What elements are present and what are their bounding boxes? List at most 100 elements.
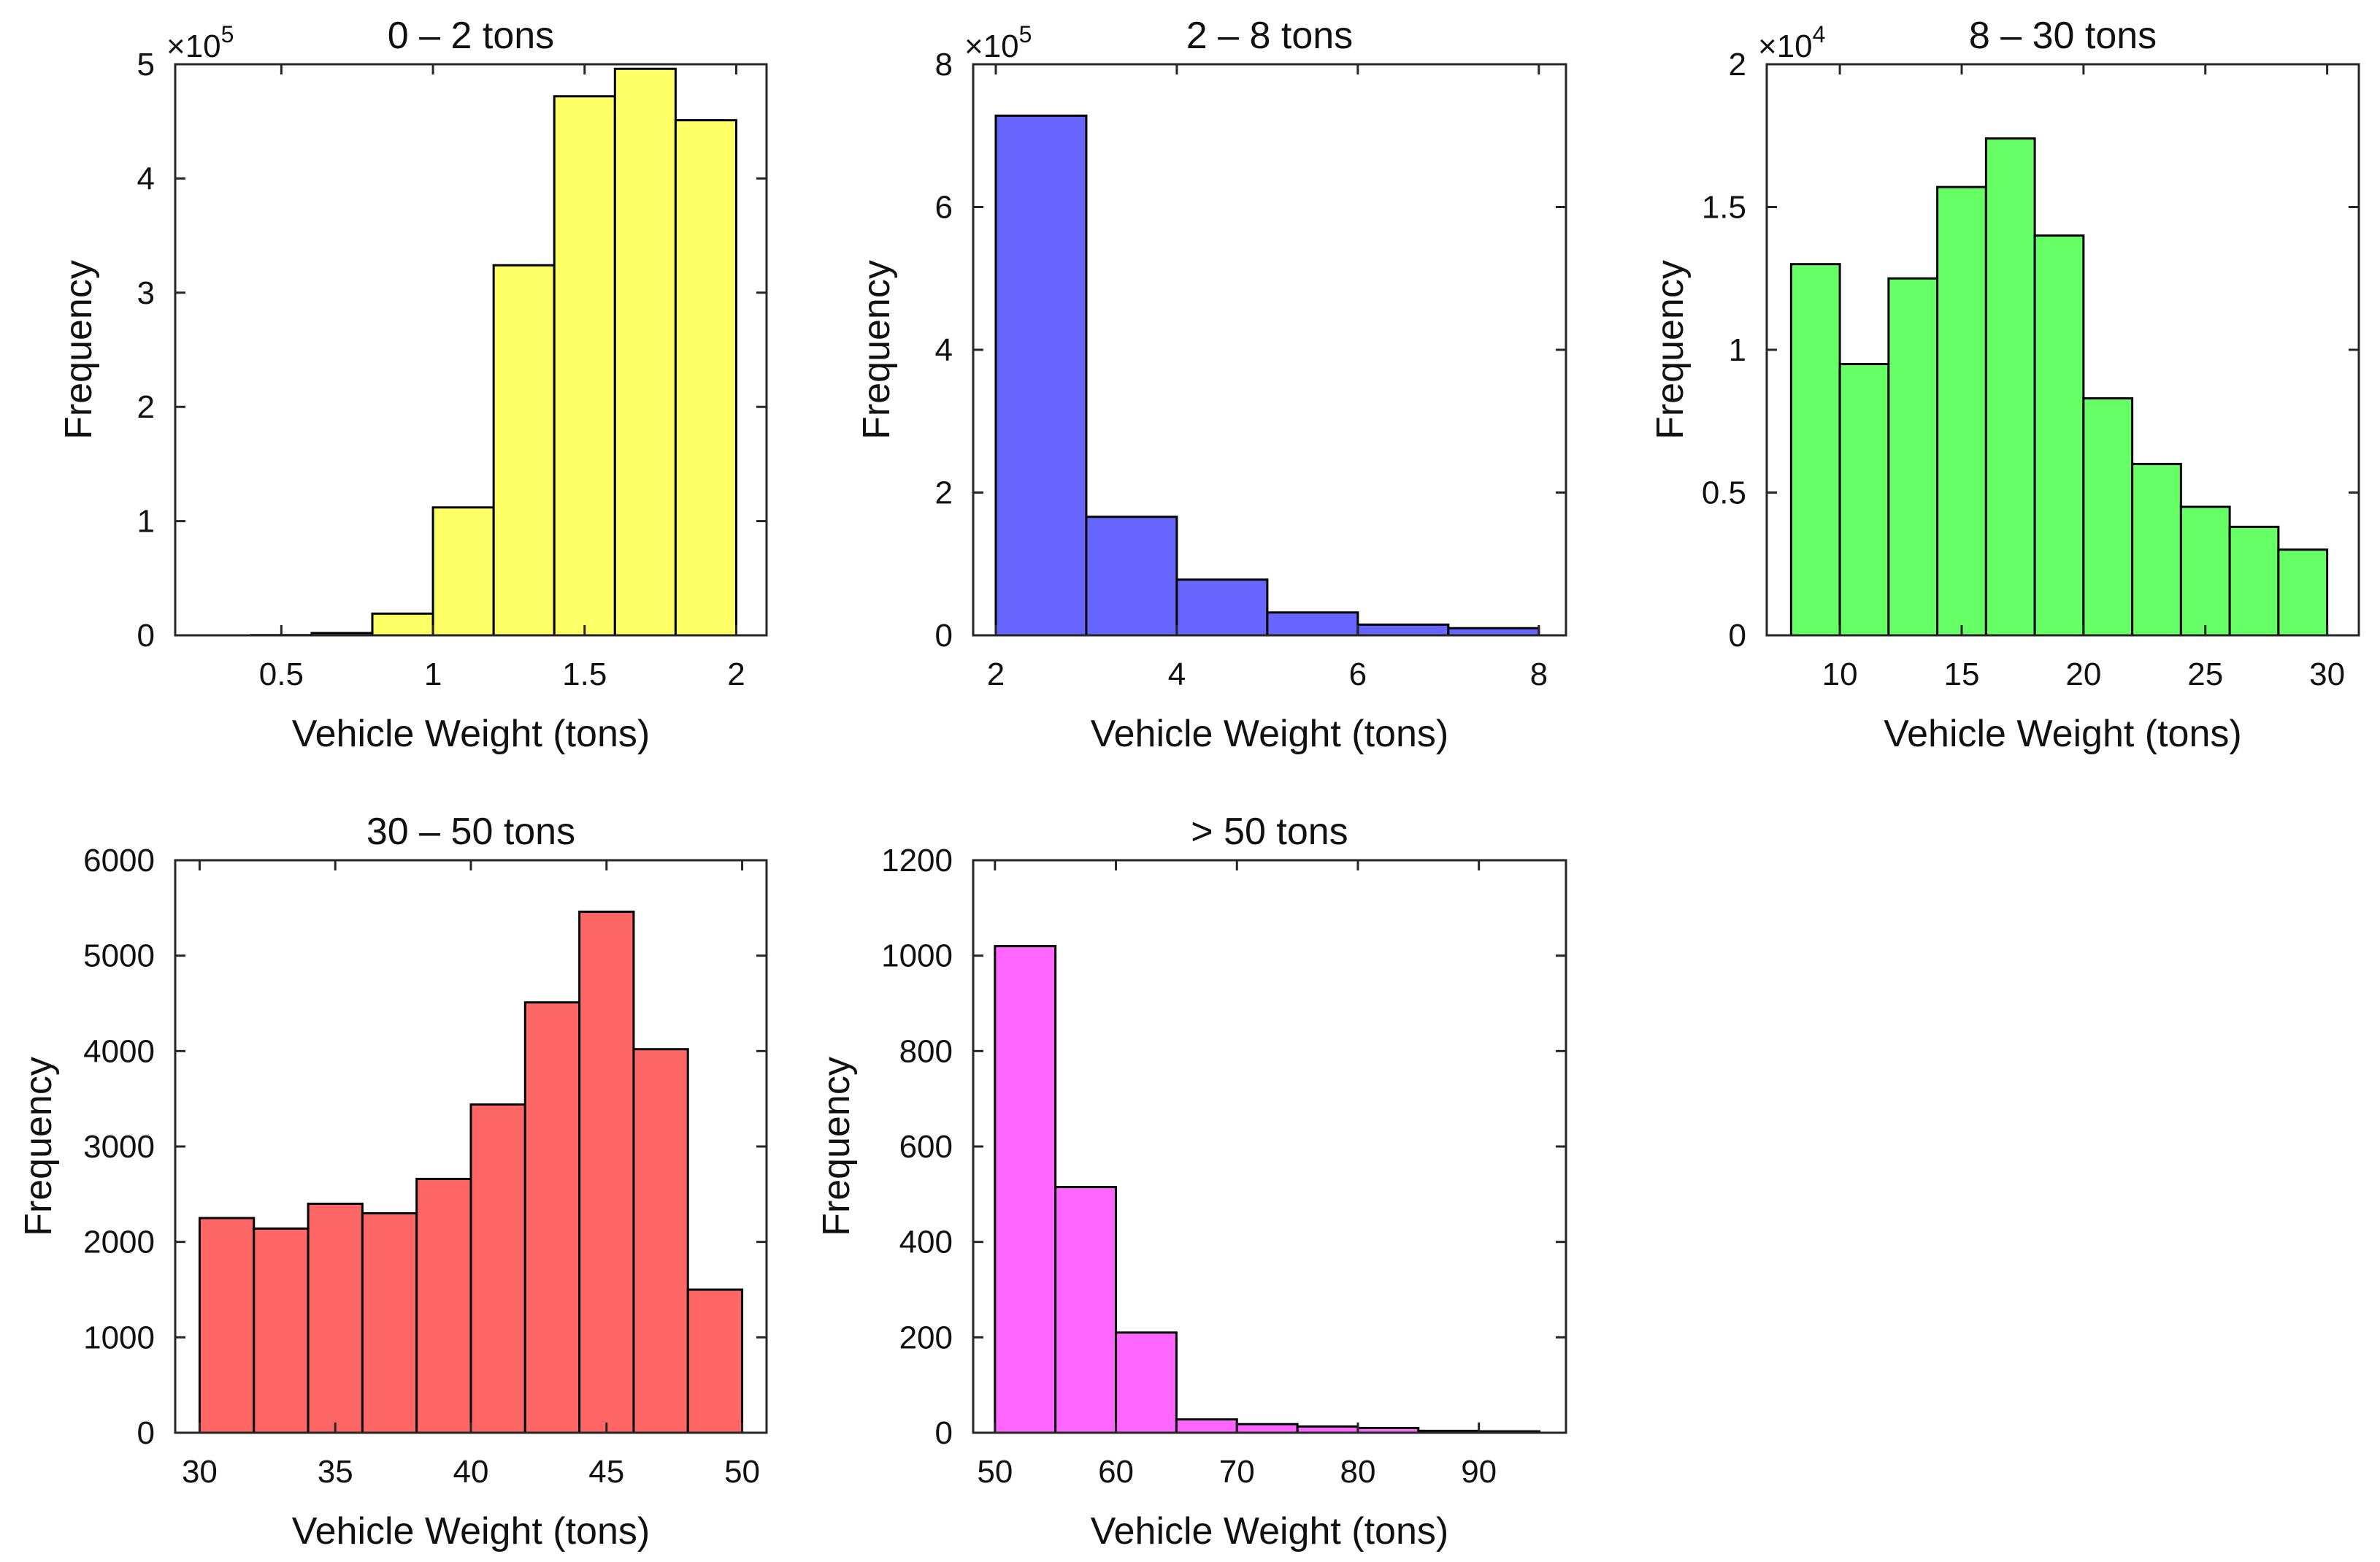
x-tick-label: 60 (1098, 1454, 1134, 1490)
histogram-bar (613, 67, 677, 637)
histogram-bar (632, 1048, 689, 1434)
y-tick-label: 8 (935, 47, 953, 83)
x-tick-label: 35 (318, 1454, 353, 1490)
histogram-panel-3: 0 0.5 1 1.5 2 10 15 20 25 30 8 – 30 tons Vehicle We… (1649, 15, 2360, 755)
histogram-panel-5: 0 200 400 600 800 1000 1200 50 60 70 80 90 > 50 tons… (815, 811, 1567, 1553)
y-tick-label: 1000 (83, 1320, 155, 1355)
y-tick-label: 6 (935, 190, 953, 226)
y-exponent-power: 4 (1813, 21, 1826, 47)
y-exponent-power: 5 (1019, 21, 1032, 47)
x-tick-label: 30 (182, 1454, 218, 1490)
histogram-bar (253, 1227, 310, 1434)
y-tick-label: 1.5 (1702, 190, 1746, 226)
histogram-bar (2082, 397, 2134, 637)
x-tick-label: 25 (2187, 656, 2223, 692)
y-tick-label: 1 (1729, 332, 1746, 368)
x-tick-label: 40 (453, 1454, 489, 1490)
histogram-bar (1175, 578, 1269, 637)
histogram-bar (307, 1202, 364, 1434)
x-tick-label: 8 (1530, 656, 1548, 692)
x-tick-label: 6 (1349, 656, 1367, 692)
y-tick-label: 1 (137, 504, 155, 540)
x-tick-label: 45 (588, 1454, 624, 1490)
y-tick-label: 2 (1729, 47, 1746, 83)
y-tick-label: 4 (137, 161, 155, 196)
histogram-bar (1356, 623, 1450, 637)
y-tick-label: 0 (1729, 618, 1746, 654)
histogram-bar (686, 1288, 744, 1434)
histogram-bar (198, 1217, 256, 1434)
y-tick-label: 3 (137, 275, 155, 311)
x-tick-label: 2 (987, 656, 1005, 692)
x-axis-label: Vehicle Weight (tons) (1884, 713, 2241, 755)
y-tick-label: 1000 (881, 938, 953, 974)
y-tick-label: 3000 (83, 1129, 155, 1165)
x-tick-label: 1.5 (562, 656, 607, 692)
x-tick-label: 15 (1944, 656, 1980, 692)
x-axis-label: Vehicle Weight (tons) (1091, 1510, 1448, 1553)
y-axis-label: Frequency (815, 1057, 858, 1236)
histogram-bar (2277, 548, 2329, 637)
y-tick-label: 400 (899, 1225, 953, 1260)
y-exponent-base: ×10 (166, 28, 221, 64)
histogram-bar (1085, 516, 1178, 637)
x-tick-label: 1 (424, 656, 442, 692)
y-tick-label: 0 (935, 1415, 953, 1451)
y-tick-label: 5 (137, 47, 155, 83)
x-tick-label: 4 (1168, 656, 1186, 692)
x-tick-label: 80 (1340, 1454, 1375, 1490)
histogram-bar (431, 506, 495, 637)
histogram-bar (1936, 185, 1987, 637)
x-axis-label: Vehicle Weight (tons) (292, 1510, 650, 1553)
x-tick-label: 50 (724, 1454, 760, 1490)
x-tick-label: 90 (1461, 1454, 1497, 1490)
y-tick-label: 4000 (83, 1033, 155, 1069)
x-tick-label: 2 (727, 656, 745, 692)
y-tick-label: 600 (899, 1129, 953, 1165)
histogram-bar (1115, 1331, 1178, 1434)
y-tick-label: 5000 (83, 938, 155, 974)
y-exponent-power: 5 (221, 21, 234, 47)
histogram-bar (1984, 137, 2036, 637)
chart-title: 8 – 30 tons (1969, 15, 2157, 57)
y-exponent-label: ×104 (1758, 21, 1825, 64)
y-axis-label: Frequency (58, 260, 100, 440)
histogram-bar (994, 945, 1057, 1434)
histogram-bar (2179, 505, 2231, 637)
histogram-bar (1789, 263, 1841, 637)
histogram-bar (1838, 363, 1890, 637)
chart-title: 0 – 2 tons (388, 15, 554, 57)
chart-title: 2 – 8 tons (1186, 15, 1353, 57)
y-exponent-label: ×105 (964, 21, 1032, 64)
histogram-bar (1054, 1186, 1118, 1434)
chart-title: 30 – 50 tons (366, 811, 575, 853)
histogram-bar (1266, 611, 1359, 637)
y-tick-label: 200 (899, 1320, 953, 1355)
histogram-bar (469, 1103, 526, 1434)
histogram-panel-4: 0 1000 2000 3000 4000 5000 6000 30 35 40 45 50 30 – … (18, 811, 768, 1553)
histogram-bar (994, 114, 1088, 637)
x-tick-label: 20 (2065, 656, 2101, 692)
histogram-bar (523, 1001, 581, 1434)
histogram-bar (2033, 234, 2085, 637)
x-tick-label: 50 (977, 1454, 1013, 1490)
histogram-bar (371, 612, 434, 637)
chart-title: > 50 tons (1191, 811, 1348, 853)
y-tick-label: 800 (899, 1033, 953, 1069)
y-axis-label: Frequency (18, 1057, 60, 1236)
y-tick-label: 2 (935, 475, 953, 511)
x-tick-label: 0.5 (259, 656, 304, 692)
y-tick-label: 6000 (83, 843, 155, 878)
x-axis-label: Vehicle Weight (tons) (1091, 713, 1448, 755)
x-tick-label: 70 (1219, 1454, 1255, 1490)
y-tick-label: 0 (935, 618, 953, 654)
histogram-bar (2228, 525, 2280, 637)
y-tick-label: 0 (137, 618, 155, 654)
y-tick-label: 4 (935, 332, 953, 368)
histogram-panel-1: 0 1 2 3 4 5 0.5 1 1.5 2 0 – 2 tons Vehicle Weight (… (58, 15, 768, 755)
x-tick-label: 10 (1822, 656, 1858, 692)
y-exponent-base: ×10 (1758, 28, 1813, 64)
y-axis-label: Frequency (1649, 260, 1692, 440)
histogram-bar (1887, 277, 1939, 637)
histogram-bar (361, 1211, 418, 1434)
